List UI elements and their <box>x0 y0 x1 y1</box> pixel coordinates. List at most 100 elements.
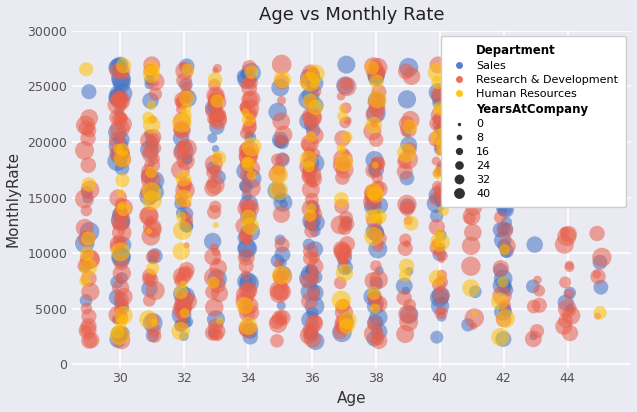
Point <box>528 283 538 290</box>
Point <box>564 290 574 297</box>
Point <box>83 235 94 242</box>
Point <box>306 171 317 178</box>
Point <box>246 65 256 72</box>
Point <box>244 64 254 71</box>
Point <box>500 306 510 313</box>
Point <box>209 304 219 311</box>
Point <box>272 171 282 178</box>
Point <box>116 314 126 321</box>
Point <box>178 96 189 103</box>
Point <box>240 302 250 309</box>
Point <box>498 178 508 184</box>
Point <box>304 167 315 173</box>
Point <box>84 115 94 122</box>
Point <box>111 240 122 247</box>
Point <box>208 104 218 111</box>
Point <box>337 162 347 169</box>
Point <box>176 150 187 156</box>
Point <box>436 292 446 299</box>
Point <box>435 94 445 101</box>
Point <box>498 279 508 285</box>
Point <box>529 110 540 116</box>
Point <box>145 77 155 83</box>
Point <box>118 121 129 127</box>
Point <box>239 234 249 241</box>
Point <box>116 253 126 260</box>
Point <box>118 241 128 248</box>
Point <box>371 280 382 287</box>
Point <box>115 98 125 104</box>
Point <box>496 265 506 272</box>
Point <box>305 255 315 262</box>
Point <box>243 245 253 252</box>
Point <box>338 250 348 257</box>
Point <box>80 147 90 154</box>
Point <box>369 111 380 118</box>
Point <box>176 289 186 295</box>
Point <box>306 113 317 120</box>
Point <box>434 230 445 236</box>
Point <box>147 188 157 195</box>
Point <box>241 272 251 279</box>
Point <box>276 272 287 279</box>
Point <box>371 99 382 105</box>
Point <box>113 195 124 201</box>
Point <box>150 178 160 184</box>
Point <box>245 110 255 117</box>
Point <box>212 112 222 119</box>
Point <box>80 225 90 231</box>
Point <box>239 297 249 304</box>
Point <box>146 177 156 183</box>
Point <box>404 146 415 152</box>
Point <box>306 220 316 227</box>
Point <box>595 259 605 266</box>
Point <box>500 129 510 136</box>
Point <box>241 168 251 174</box>
Point <box>182 242 192 249</box>
Point <box>212 282 222 288</box>
Point <box>406 73 417 80</box>
Point <box>148 116 158 123</box>
Point <box>529 165 540 171</box>
Point <box>338 248 348 255</box>
Point <box>274 287 284 294</box>
Point <box>246 229 256 235</box>
Point <box>176 209 187 216</box>
Point <box>147 161 157 167</box>
Point <box>432 275 442 281</box>
Point <box>438 207 448 213</box>
Point <box>244 201 254 207</box>
Point <box>276 61 287 68</box>
Point <box>211 112 222 119</box>
Point <box>564 61 575 68</box>
Point <box>563 68 573 74</box>
Point <box>208 279 218 286</box>
Point <box>178 305 189 312</box>
Point <box>274 171 284 178</box>
Point <box>436 145 446 152</box>
Point <box>404 311 414 318</box>
Point <box>117 115 127 121</box>
Point <box>463 142 473 149</box>
Point <box>147 122 157 129</box>
Point <box>81 327 91 334</box>
Point <box>115 115 125 122</box>
Point <box>372 105 382 112</box>
Point <box>276 288 287 295</box>
Point <box>150 189 160 195</box>
Point <box>564 97 575 103</box>
Point <box>437 252 447 259</box>
Point <box>565 108 575 114</box>
Point <box>400 236 410 243</box>
Point <box>338 322 348 329</box>
Point <box>143 115 154 121</box>
Point <box>182 201 192 207</box>
Point <box>373 299 383 306</box>
Point <box>85 288 96 295</box>
Point <box>433 122 443 128</box>
Point <box>305 70 315 76</box>
Point <box>369 122 379 129</box>
Point <box>564 169 575 175</box>
Point <box>85 256 95 262</box>
Point <box>373 336 383 343</box>
